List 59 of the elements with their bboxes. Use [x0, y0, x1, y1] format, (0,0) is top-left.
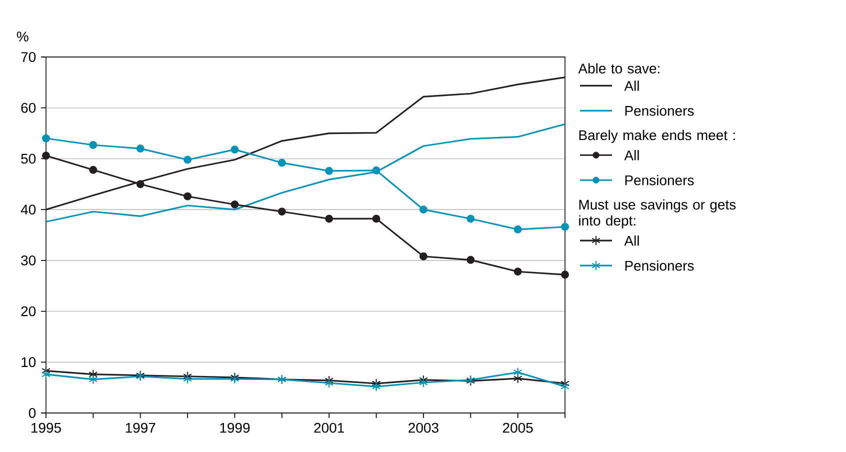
point	[42, 369, 50, 380]
point	[278, 158, 286, 167]
y-tick-label: 0	[28, 408, 36, 418]
text: Barely make ends meet :	[579, 130, 735, 143]
point	[466, 256, 475, 264]
point	[42, 134, 50, 142]
point	[514, 268, 522, 276]
point	[183, 374, 192, 384]
y-tick-label: 10	[22, 357, 36, 368]
point	[136, 144, 144, 153]
y-tick-label: 40	[20, 204, 36, 215]
point	[561, 222, 569, 231]
y-tick-label: 20	[21, 306, 36, 316]
point	[88, 369, 98, 380]
y-tick-label: 50	[21, 154, 36, 164]
x-tick-label: 1999	[220, 422, 250, 433]
legend-label: All	[624, 236, 639, 246]
point	[419, 377, 428, 388]
point	[136, 180, 144, 188]
y-tick-label: 70	[21, 52, 36, 62]
point	[514, 225, 522, 234]
x-tick-label: 2005	[502, 422, 533, 433]
point	[89, 166, 98, 174]
point	[419, 206, 428, 214]
x-tick-label: 2003	[408, 422, 438, 433]
point	[89, 140, 98, 149]
point	[325, 214, 334, 223]
text: Must use savings or gets into dept:	[579, 199, 736, 228]
y-axis-title: %	[16, 32, 28, 42]
point	[561, 270, 569, 279]
point	[372, 166, 380, 174]
legend-label: All	[624, 80, 639, 91]
legend-label: Pensioners	[625, 260, 694, 271]
text: Able to save:	[578, 63, 660, 74]
point	[324, 378, 334, 388]
x-tick-label: 1995	[31, 422, 61, 433]
point	[230, 200, 239, 208]
point	[230, 146, 239, 154]
point	[325, 166, 334, 175]
x-tick-label: 2001	[314, 422, 344, 433]
point	[513, 367, 522, 378]
legend-label: All	[624, 150, 639, 160]
y-tick-label: 30	[21, 255, 36, 266]
point	[372, 378, 381, 389]
point	[372, 382, 381, 392]
legend-label: Pensioners	[625, 106, 694, 116]
point	[278, 208, 286, 216]
point	[560, 378, 570, 389]
point	[88, 374, 98, 384]
point	[560, 382, 570, 392]
point	[184, 192, 192, 200]
point	[184, 156, 192, 164]
y-tick-label: 60	[21, 102, 36, 113]
point	[42, 152, 50, 160]
point	[466, 214, 475, 223]
point	[372, 214, 380, 223]
point	[419, 252, 428, 260]
x-tick-label: 1997	[126, 422, 156, 433]
legend-label: Pensioners	[625, 174, 694, 186]
